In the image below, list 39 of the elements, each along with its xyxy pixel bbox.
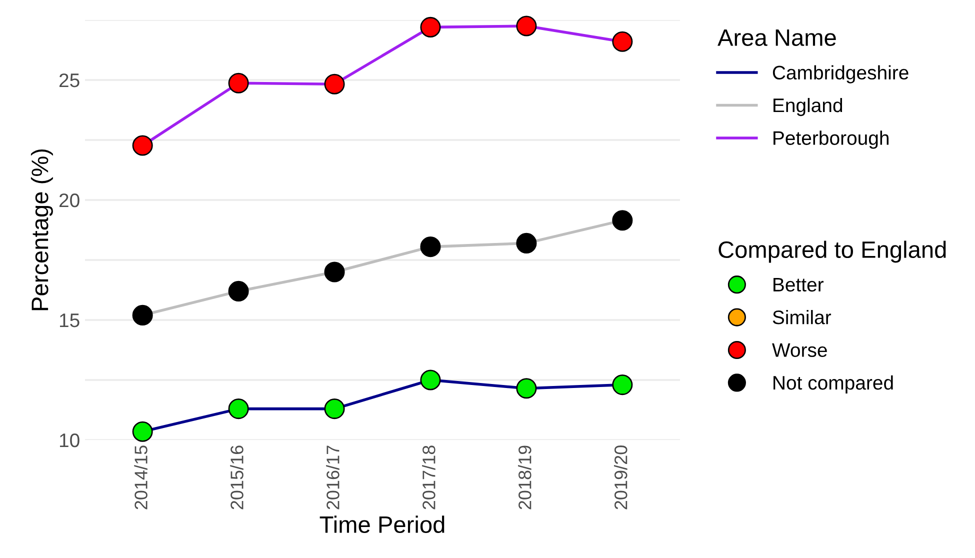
point (612, 210, 633, 231)
point (324, 74, 345, 94)
point (228, 280, 249, 302)
point (324, 398, 345, 420)
legend-label: Better (774, 278, 824, 292)
legend-label: Not compared (774, 375, 893, 394)
text: Compared to England (718, 240, 946, 263)
y-tick-label: 10 (60, 433, 80, 448)
x-tick-label: 2019/20 (614, 446, 628, 510)
point (132, 421, 153, 442)
y-tick-label: 25 (59, 73, 80, 88)
legend-label: England (774, 98, 842, 116)
legend-label: Worse (772, 343, 827, 357)
point (516, 378, 537, 399)
point (516, 16, 537, 36)
x-tick-label: 2018/19 (518, 446, 532, 510)
y-axis-title: Percentage (%) (30, 149, 53, 310)
legend-label: Cambridgeshire (772, 65, 908, 84)
legend-label: Peterborough (774, 130, 889, 149)
point (132, 135, 153, 156)
legend-label: Similar (772, 310, 832, 324)
point (612, 374, 633, 396)
x-tick-label: 2014/15 (134, 446, 148, 510)
x-tick-label: 2017/18 (422, 446, 436, 510)
point (228, 72, 249, 94)
point (228, 398, 249, 420)
point (324, 262, 345, 282)
point (420, 370, 441, 390)
x-tick-label: 2015/16 (230, 446, 244, 510)
point (132, 304, 153, 326)
point (612, 31, 633, 52)
point (420, 16, 441, 38)
y-tick-label: 20 (59, 193, 80, 208)
x-axis-title: Time Period (320, 516, 444, 534)
point (516, 232, 537, 254)
y-tick-label: 15 (60, 314, 80, 328)
point (420, 236, 441, 258)
text: Area Name (718, 30, 836, 46)
x-tick-label: 2016/17 (326, 446, 340, 510)
